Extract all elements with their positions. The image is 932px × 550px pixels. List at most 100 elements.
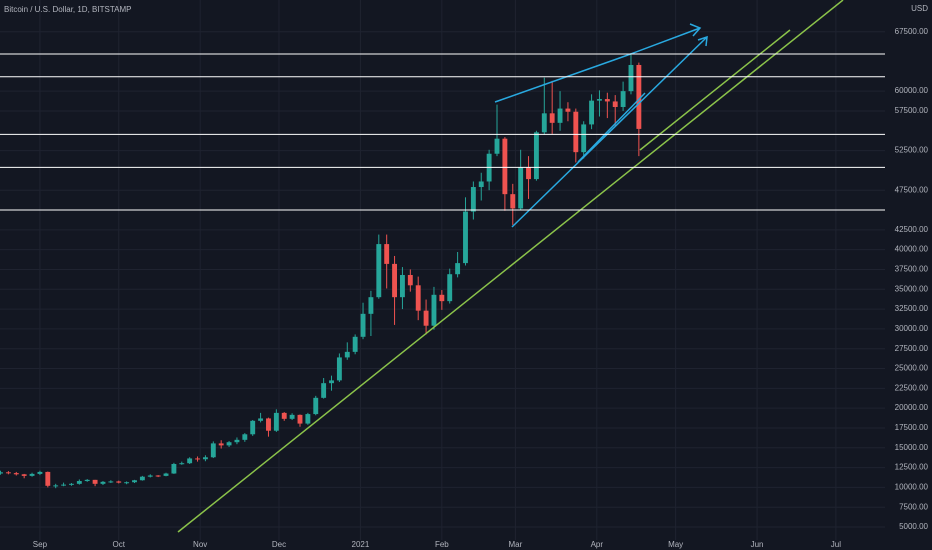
y-tick-label: 40000.00 bbox=[895, 245, 929, 254]
x-tick-label: 2021 bbox=[352, 540, 370, 549]
candle-body bbox=[439, 294, 445, 302]
candle-body bbox=[195, 458, 200, 460]
candle-body bbox=[124, 482, 130, 484]
candle-body bbox=[163, 473, 169, 476]
candle-body bbox=[116, 481, 122, 483]
x-tick-label: Mar bbox=[509, 540, 523, 549]
x-tick-label: Nov bbox=[193, 540, 207, 549]
candle-body bbox=[423, 310, 429, 326]
y-tick-label: 25000.00 bbox=[895, 364, 929, 373]
candle-body bbox=[69, 483, 74, 485]
candle-body bbox=[202, 457, 208, 460]
y-tick-label: 27500.00 bbox=[895, 344, 929, 353]
candle-body bbox=[210, 443, 216, 458]
candle-body bbox=[415, 285, 421, 311]
candle-body bbox=[21, 474, 27, 476]
candle-body bbox=[45, 471, 51, 486]
candle-body bbox=[171, 464, 177, 474]
candle-body bbox=[518, 167, 524, 209]
candle-body bbox=[76, 481, 82, 484]
candle-body bbox=[399, 274, 405, 298]
candle-body bbox=[502, 138, 508, 195]
candle-body bbox=[61, 484, 67, 486]
time-axis-bg bbox=[0, 540, 932, 550]
candle-body bbox=[147, 475, 153, 477]
candle-body bbox=[187, 458, 193, 464]
y-tick-label: 7500.00 bbox=[899, 502, 928, 511]
wedge-line bbox=[494, 54, 629, 103]
candle-body bbox=[494, 138, 500, 154]
candle-body bbox=[384, 244, 390, 264]
candle-body bbox=[597, 99, 602, 101]
candle-body bbox=[589, 100, 595, 125]
candle-body bbox=[628, 64, 634, 92]
channel-line bbox=[577, 92, 646, 163]
candle-body bbox=[305, 414, 311, 424]
y-tick-label: 20000.00 bbox=[895, 403, 929, 412]
candle-body bbox=[344, 351, 350, 358]
candle-body bbox=[541, 113, 547, 133]
candle-body bbox=[392, 263, 398, 298]
candle-body bbox=[250, 420, 256, 435]
y-tick-label: 67500.00 bbox=[895, 27, 929, 36]
y-tick-label: 35000.00 bbox=[895, 284, 929, 293]
candle-body bbox=[336, 357, 342, 381]
candle-body bbox=[258, 418, 264, 421]
x-tick-label: Jun bbox=[751, 540, 764, 549]
y-tick-label: 10000.00 bbox=[895, 482, 929, 491]
candle-body bbox=[321, 383, 327, 398]
candle-body bbox=[313, 397, 319, 415]
y-tick-label: 60000.00 bbox=[895, 86, 929, 95]
candle-body bbox=[242, 434, 248, 440]
y-tick-label: 57500.00 bbox=[895, 106, 929, 115]
candle-body bbox=[510, 194, 516, 209]
y-tick-label: 52500.00 bbox=[895, 146, 929, 155]
arrow-line bbox=[627, 27, 701, 56]
candle-body bbox=[234, 439, 240, 443]
candle-body bbox=[431, 294, 437, 326]
candle-body bbox=[526, 167, 531, 180]
candle-body bbox=[297, 414, 303, 424]
candle-body bbox=[360, 313, 366, 337]
candle-body bbox=[557, 108, 563, 123]
y-tick-label: 37500.00 bbox=[895, 265, 929, 274]
candle-body bbox=[407, 274, 413, 286]
candle-body bbox=[5, 472, 11, 474]
candle-body bbox=[573, 111, 579, 153]
candle-body bbox=[581, 124, 587, 153]
candle-body bbox=[376, 244, 382, 298]
candle-body bbox=[329, 380, 334, 384]
currency-label: USD bbox=[911, 4, 928, 13]
chart-title: Bitcoin / U.S. Dollar, 1D, BITSTAMP bbox=[4, 5, 131, 14]
candle-body bbox=[29, 473, 35, 476]
y-tick-label: 12500.00 bbox=[895, 463, 929, 472]
candle-body bbox=[289, 414, 295, 419]
y-tick-label: 22500.00 bbox=[895, 383, 929, 392]
candle-body bbox=[620, 91, 626, 107]
candle-body bbox=[13, 473, 19, 475]
candle-body bbox=[139, 476, 145, 481]
drawings bbox=[177, 0, 844, 533]
y-tick-label: 15000.00 bbox=[895, 443, 929, 452]
candle-body bbox=[0, 472, 3, 474]
arrow-line bbox=[511, 36, 708, 228]
candles bbox=[0, 53, 642, 489]
candle-body bbox=[100, 481, 106, 484]
candle-body bbox=[266, 418, 271, 431]
trend-line bbox=[177, 0, 844, 533]
trend-line bbox=[639, 29, 791, 151]
arrow-head bbox=[689, 23, 702, 37]
candle-body bbox=[447, 274, 453, 302]
x-tick-label: Jul bbox=[831, 540, 841, 549]
candle-body bbox=[604, 99, 610, 102]
candle-body bbox=[533, 132, 539, 180]
candle-body bbox=[368, 297, 374, 314]
y-tick-label: 42500.00 bbox=[895, 225, 929, 234]
candle-body bbox=[455, 263, 461, 275]
y-tick-label: 32500.00 bbox=[895, 304, 929, 313]
x-tick-label: May bbox=[668, 540, 683, 549]
candle-body bbox=[53, 485, 59, 487]
candle-body bbox=[478, 181, 484, 188]
